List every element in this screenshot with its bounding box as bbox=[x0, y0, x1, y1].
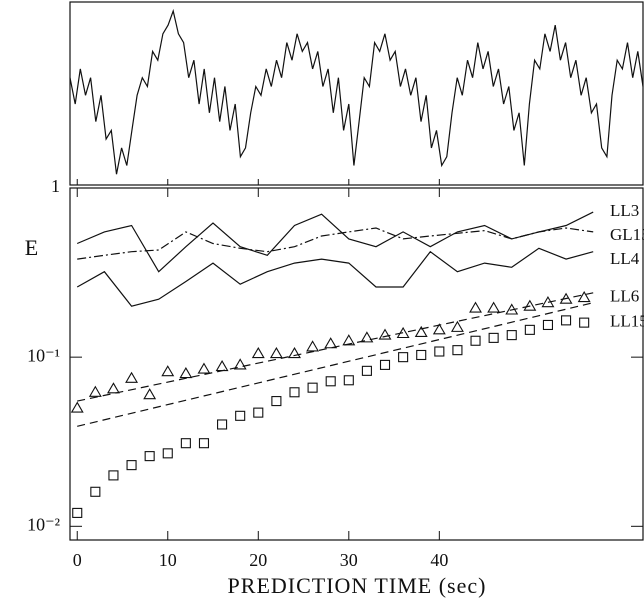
triangle-marker bbox=[324, 337, 338, 349]
triangle-marker bbox=[469, 301, 482, 313]
triangle-marker bbox=[378, 328, 392, 340]
square-marker bbox=[434, 346, 445, 357]
square-marker bbox=[126, 460, 137, 471]
square-marker bbox=[398, 352, 409, 363]
x-tick-label: 20 bbox=[249, 550, 267, 570]
dashed-line bbox=[77, 292, 594, 402]
triangle-marker bbox=[414, 325, 428, 337]
x-tick-label: 30 bbox=[340, 550, 358, 570]
square-marker bbox=[271, 396, 282, 407]
square-marker bbox=[180, 438, 191, 449]
x-tick-label: 40 bbox=[430, 550, 448, 570]
square-marker bbox=[198, 438, 210, 449]
square-marker bbox=[561, 315, 572, 326]
y-tick-label: 1 bbox=[51, 176, 60, 196]
square-marker bbox=[379, 359, 391, 370]
triangle-marker bbox=[523, 299, 537, 311]
square-marker bbox=[144, 451, 155, 462]
x-tick-label: 0 bbox=[73, 550, 82, 570]
series-label: LL6 bbox=[610, 286, 639, 305]
square-marker bbox=[579, 317, 590, 328]
square-marker bbox=[506, 330, 517, 341]
triangle-marker bbox=[70, 401, 84, 413]
y-tick-label: 10⁻¹ bbox=[27, 345, 60, 365]
bottom-panel-frame bbox=[69, 187, 644, 541]
triangle-marker bbox=[360, 331, 374, 343]
triangle-marker bbox=[88, 385, 102, 397]
triangle-marker bbox=[577, 290, 591, 303]
dashed-line bbox=[77, 302, 594, 427]
series-label: LL15 bbox=[610, 312, 644, 331]
solid-line bbox=[76, 211, 594, 273]
triangle-marker bbox=[125, 371, 139, 383]
square-marker bbox=[217, 419, 228, 430]
signal-line bbox=[69, 8, 644, 175]
triangle-marker bbox=[143, 388, 157, 400]
y-tick-label: 10⁻² bbox=[27, 514, 60, 534]
square-marker bbox=[343, 375, 354, 386]
triangle-marker bbox=[487, 301, 501, 313]
x-tick-label: 10 bbox=[159, 550, 177, 570]
square-marker bbox=[72, 507, 83, 518]
triangle-marker bbox=[288, 346, 301, 359]
triangle-marker bbox=[251, 346, 265, 359]
square-marker bbox=[325, 376, 336, 387]
triangle-marker bbox=[197, 362, 211, 374]
series-label: LL4 bbox=[610, 249, 640, 268]
triangle-marker bbox=[179, 366, 193, 379]
square-marker bbox=[235, 410, 246, 421]
top-panel-frame bbox=[69, 1, 644, 186]
square-marker bbox=[307, 382, 318, 393]
triangle-marker bbox=[450, 320, 464, 332]
triangle-marker bbox=[342, 334, 356, 346]
triangle-marker bbox=[269, 346, 283, 359]
triangle-marker bbox=[233, 358, 247, 370]
square-marker bbox=[162, 448, 173, 459]
square-marker bbox=[108, 470, 119, 481]
series-label: LL3 bbox=[610, 201, 639, 220]
square-marker bbox=[90, 486, 101, 497]
dashdot-line bbox=[77, 227, 594, 260]
square-marker bbox=[542, 319, 554, 331]
triangle-marker bbox=[161, 365, 175, 377]
square-marker bbox=[289, 387, 300, 398]
x-axis-label: PREDICTION TIME (sec) bbox=[228, 573, 487, 598]
solid-line bbox=[76, 247, 594, 307]
square-marker bbox=[488, 332, 499, 343]
triangle-marker bbox=[215, 359, 229, 372]
triangle-marker bbox=[432, 323, 446, 335]
series-label: GL15 bbox=[610, 225, 644, 244]
triangle-marker bbox=[396, 326, 410, 339]
square-marker bbox=[361, 365, 372, 376]
square-marker bbox=[253, 407, 264, 418]
triangle-marker bbox=[306, 340, 320, 352]
triangle-marker bbox=[106, 382, 120, 394]
y-axis-label: E bbox=[25, 235, 39, 260]
square-marker bbox=[452, 345, 463, 356]
square-marker bbox=[524, 324, 535, 335]
square-marker bbox=[470, 335, 481, 346]
square-marker bbox=[416, 349, 427, 361]
